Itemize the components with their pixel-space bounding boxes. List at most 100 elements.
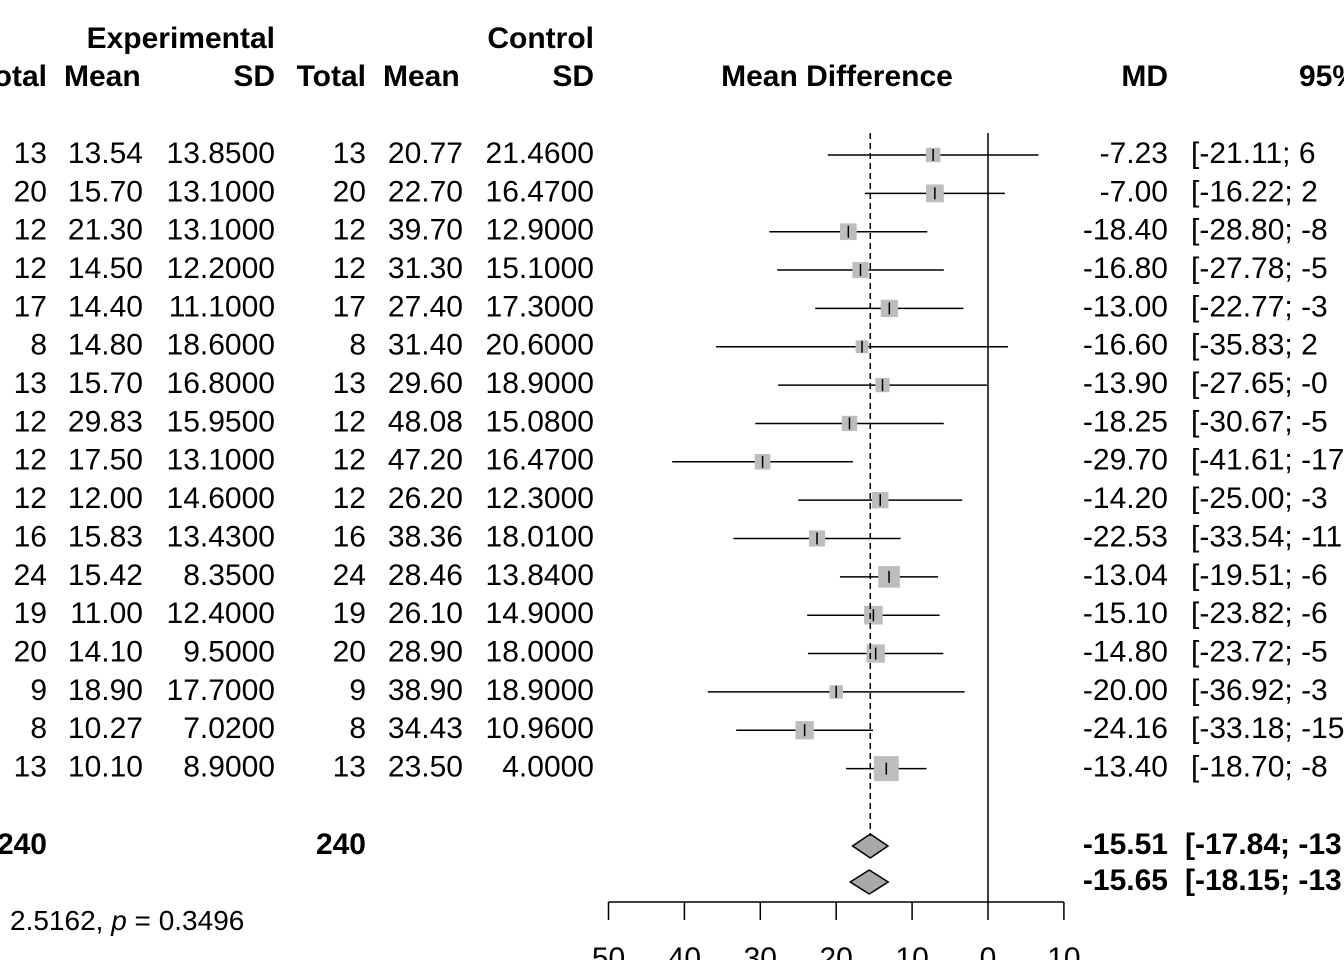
header-ci: 95% (1299, 60, 1344, 93)
header-control: Control (487, 22, 594, 55)
cell-md: -22.53 (1083, 520, 1168, 553)
cell-ctrl-mean: 39.70 (388, 214, 463, 247)
cell-exp-total: 19 (14, 597, 47, 630)
cell-ci: [-33.18; -15 (1191, 712, 1344, 745)
cell-ctrl-total: 12 (333, 405, 366, 438)
cell-exp-total: 12 (14, 252, 47, 285)
cell-ctrl-sd: 20.6000 (486, 329, 594, 362)
cell-ctrl-mean: 38.90 (388, 674, 463, 707)
cell-exp-sd: 13.8500 (167, 137, 275, 170)
cell-exp-mean: 11.00 (70, 597, 143, 630)
cell-md: -18.40 (1083, 214, 1168, 247)
cell-exp-mean: 13.54 (68, 137, 143, 170)
cell-ctrl-total: 19 (333, 597, 366, 630)
p-value: = 0.3496 (127, 905, 245, 936)
cell-exp-mean: 14.10 (68, 635, 143, 668)
cell-ctrl-total: 13 (333, 751, 366, 784)
x-tick-label: 40 (668, 942, 701, 960)
cell-exp-total: 24 (14, 559, 47, 592)
summary-ctrl-total: 240 (316, 828, 366, 861)
cell-ctrl-total: 20 (333, 635, 366, 668)
summary-random-ci: [-18.15; -13 (1185, 864, 1342, 897)
cell-ci: [-23.82; -6 (1191, 597, 1328, 630)
cell-ctrl-sd: 15.1000 (486, 252, 594, 285)
cell-ctrl-sd: 14.9000 (486, 597, 594, 630)
cell-ctrl-mean: 28.46 (388, 559, 463, 592)
summary-exp-total: 240 (0, 828, 47, 861)
cell-ci: [-19.51; -6 (1191, 559, 1328, 592)
cell-exp-sd: 14.6000 (167, 482, 275, 515)
p-symbol: p (110, 905, 127, 936)
cell-md: -7.23 (1100, 137, 1168, 170)
x-tick-label: 0 (980, 942, 997, 960)
cell-ctrl-mean: 31.40 (388, 329, 463, 362)
summary-common-ci: [-17.84; -13 (1185, 828, 1342, 861)
cell-exp-sd: 13.1000 (167, 444, 275, 477)
cell-ctrl-total: 8 (349, 329, 366, 362)
cell-exp-sd: 9.5000 (183, 635, 275, 668)
cell-ctrl-mean: 26.10 (388, 597, 463, 630)
cell-ctrl-mean: 38.36 (388, 520, 463, 553)
cell-exp-total: 12 (14, 482, 47, 515)
plot-area: 50 40 30 20 10 0 10 (592, 133, 1081, 960)
cell-md: -13.90 (1083, 367, 1168, 400)
cell-ctrl-sd: 21.4600 (486, 137, 594, 170)
cell-exp-total: 13 (14, 751, 47, 784)
header-exp-sd: SD (233, 60, 275, 93)
cell-md: -14.80 (1083, 635, 1168, 668)
cell-exp-total: 12 (14, 214, 47, 247)
cell-ctrl-mean: 34.43 (388, 712, 463, 745)
cell-ctrl-mean: 23.50 (388, 751, 463, 784)
cell-ctrl-sd: 16.4700 (486, 444, 594, 477)
cell-ci: [-33.54; -11 (1191, 520, 1342, 553)
cell-md: -24.16 (1083, 712, 1168, 745)
cell-exp-mean: 12.00 (68, 482, 143, 515)
cell-exp-total: 20 (14, 635, 47, 668)
cell-exp-mean: 17.50 (68, 444, 143, 477)
cell-ci: [-36.92; -3 (1191, 674, 1328, 707)
cell-ctrl-total: 16 (333, 520, 366, 553)
cell-exp-mean: 14.80 (68, 329, 143, 362)
cell-ci: [-41.61; -17 (1191, 444, 1344, 477)
header-exp-mean: Mean (64, 60, 141, 93)
cell-md: -20.00 (1083, 674, 1168, 707)
cell-ci: [-28.80; -8 (1191, 214, 1328, 247)
summary-diamond-common (851, 833, 890, 859)
cell-ctrl-mean: 48.08 (388, 405, 463, 438)
cell-exp-sd: 13.1000 (167, 214, 275, 247)
cell-exp-total: 20 (14, 175, 47, 208)
cell-exp-mean: 15.42 (68, 559, 143, 592)
cell-exp-sd: 7.0200 (183, 712, 275, 745)
cell-ci: [-18.70; -8 (1191, 751, 1328, 784)
cell-ctrl-sd: 18.0100 (486, 520, 594, 553)
effect-columns: -7.23 [-21.11; 6 -7.00 [-16.22; 2 -18.40 [-28… (1083, 137, 1344, 897)
cell-exp-sd: 13.4300 (167, 520, 275, 553)
cell-ctrl-total: 8 (349, 712, 366, 745)
cell-ctrl-total: 12 (333, 482, 366, 515)
cell-exp-mean: 15.83 (68, 520, 143, 553)
cell-ci: [-27.65; -0 (1191, 367, 1328, 400)
header-ctrl-mean: Mean (383, 60, 460, 93)
header-md: MD (1121, 60, 1168, 93)
cell-exp-total: 13 (14, 367, 47, 400)
header-ctrl-sd: SD (552, 60, 594, 93)
cell-ctrl-total: 9 (349, 674, 366, 707)
cell-md: -13.04 (1083, 559, 1168, 592)
cell-ctrl-mean: 26.20 (388, 482, 463, 515)
cell-ctrl-total: 17 (333, 290, 366, 323)
cell-exp-total: 8 (30, 329, 47, 362)
cell-ci: [-23.72; -5 (1191, 635, 1328, 668)
cell-exp-total: 12 (14, 405, 47, 438)
cell-ctrl-sd: 18.0000 (486, 635, 594, 668)
x-tick-label: 10 (895, 942, 928, 960)
cell-exp-sd: 12.2000 (167, 252, 275, 285)
cell-ctrl-mean: 28.90 (388, 635, 463, 668)
cell-exp-sd: 17.7000 (167, 674, 275, 707)
x-tick-label: 30 (744, 942, 777, 960)
summary-common-md: -15.51 (1083, 828, 1168, 861)
header-experimental: Experimental (87, 22, 275, 55)
x-tick-label: 10 (1047, 942, 1080, 960)
x-axis: 50 40 30 20 10 0 10 (592, 901, 1081, 960)
cell-ctrl-mean: 22.70 (388, 175, 463, 208)
cell-ctrl-sd: 16.4700 (486, 175, 594, 208)
